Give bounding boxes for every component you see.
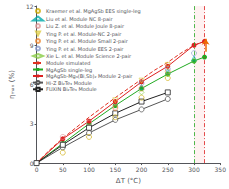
svg-text:250: 250 xyxy=(162,166,174,173)
svg-text:350: 350 xyxy=(215,166,227,173)
svg-text:Ying P. et al. Module Small 2-: Ying P. et al. Module Small 2-pair xyxy=(45,38,129,45)
svg-text:0: 0 xyxy=(30,160,34,167)
svg-text:Liu et al. Module NC 8-pair: Liu et al. Module NC 8-pair xyxy=(46,16,113,23)
svg-text:MgAgSb single-leg: MgAgSb single-leg xyxy=(46,66,93,73)
svg-text:Liu Z. et al. Module Joule 8-p: Liu Z. et al. Module Joule 8-pair xyxy=(46,23,125,30)
svg-text:3: 3 xyxy=(30,120,34,127)
svg-text:Ying P. et al. Module-NC 2-pai: Ying P. et al. Module-NC 2-pair xyxy=(45,31,122,38)
svg-text:150: 150 xyxy=(110,166,122,173)
svg-text:6: 6 xyxy=(29,81,34,89)
svg-text:50: 50 xyxy=(59,166,67,173)
svg-text:300: 300 xyxy=(188,166,200,173)
svg-text:Hi-Z Bi₂Te₃ Module: Hi-Z Bi₂Te₃ Module xyxy=(46,80,92,86)
svg-text:0: 0 xyxy=(35,166,39,173)
svg-text:ηₘₐₓ (%): ηₘₐₓ (%) xyxy=(8,70,16,99)
svg-text:12: 12 xyxy=(26,3,34,10)
svg-text:ΔT (°C): ΔT (°C) xyxy=(116,177,141,185)
svg-text:Kraemer et al. MgAgSb EES sing: Kraemer et al. MgAgSb EES single-leg xyxy=(46,8,141,15)
svg-text:Module simulated: Module simulated xyxy=(46,60,90,66)
svg-text:MgAgSb-Mg₃(Bi,Sb)₂ Module 2-pa: MgAgSb-Mg₃(Bi,Sb)₂ Module 2-pair xyxy=(46,73,133,79)
svg-text:200: 200 xyxy=(136,166,148,173)
svg-text:9: 9 xyxy=(30,42,34,49)
svg-text:Xie L. et al. Module Science 2: Xie L. et al. Module Science 2-pair xyxy=(46,53,132,60)
svg-text:FUXIN Bi₂Te₃ Module: FUXIN Bi₂Te₃ Module xyxy=(46,86,97,92)
svg-text:100: 100 xyxy=(83,166,95,173)
svg-text:Ying P. et al. Module EES 2-pa: Ying P. et al. Module EES 2-pair xyxy=(45,46,124,53)
